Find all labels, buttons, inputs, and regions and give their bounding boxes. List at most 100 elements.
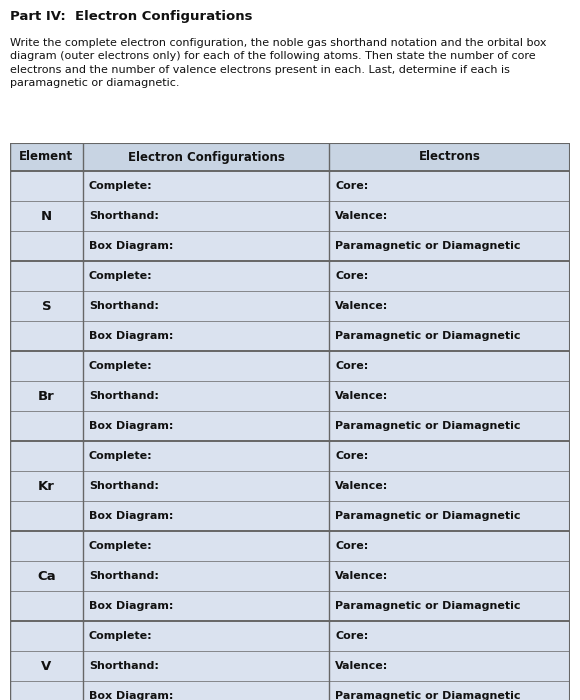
Bar <box>10 291 83 321</box>
Text: Shorthand:: Shorthand: <box>89 391 159 401</box>
Bar <box>10 501 83 531</box>
Bar <box>329 291 570 321</box>
Bar <box>329 651 570 681</box>
Text: Paramagnetic or Diamagnetic: Paramagnetic or Diamagnetic <box>335 331 521 341</box>
Bar <box>329 561 570 591</box>
Bar <box>329 261 570 291</box>
Text: Shorthand:: Shorthand: <box>89 301 159 311</box>
Text: Write the complete electron configuration, the noble gas shorthand notation and : Write the complete electron configuratio… <box>10 38 546 88</box>
Bar <box>83 291 329 321</box>
Bar <box>10 351 570 441</box>
Bar <box>83 531 329 561</box>
Bar <box>10 441 570 531</box>
Text: Valence:: Valence: <box>335 661 389 671</box>
Text: Valence:: Valence: <box>335 481 389 491</box>
Text: Paramagnetic or Diamagnetic: Paramagnetic or Diamagnetic <box>335 511 521 521</box>
Bar <box>83 321 329 351</box>
Text: Complete:: Complete: <box>89 271 153 281</box>
Bar <box>83 651 329 681</box>
Text: Valence:: Valence: <box>335 571 389 581</box>
Bar <box>10 651 83 681</box>
Bar <box>329 321 570 351</box>
Text: Core:: Core: <box>335 631 368 641</box>
Text: Complete:: Complete: <box>89 361 153 371</box>
Text: Complete:: Complete: <box>89 181 153 191</box>
Bar <box>83 201 329 231</box>
Text: Box Diagram:: Box Diagram: <box>89 511 173 521</box>
Bar <box>10 381 83 411</box>
Text: S: S <box>42 300 51 312</box>
Bar <box>83 441 329 471</box>
Bar <box>329 621 570 651</box>
Text: Box Diagram:: Box Diagram: <box>89 601 173 611</box>
Bar <box>10 201 83 231</box>
Bar <box>83 561 329 591</box>
Text: Shorthand:: Shorthand: <box>89 571 159 581</box>
Bar <box>83 621 329 651</box>
Bar <box>10 621 83 651</box>
Text: Valence:: Valence: <box>335 391 389 401</box>
Bar <box>83 681 329 700</box>
Bar <box>83 351 329 381</box>
Text: Valence:: Valence: <box>335 301 389 311</box>
Bar <box>329 681 570 700</box>
Text: Core:: Core: <box>335 541 368 551</box>
Text: Box Diagram:: Box Diagram: <box>89 421 173 431</box>
Text: Core:: Core: <box>335 361 368 371</box>
Text: Ca: Ca <box>37 570 56 582</box>
Bar <box>10 411 83 441</box>
Text: Shorthand:: Shorthand: <box>89 211 159 221</box>
Text: Paramagnetic or Diamagnetic: Paramagnetic or Diamagnetic <box>335 601 521 611</box>
Text: Complete:: Complete: <box>89 451 153 461</box>
Bar <box>10 171 83 201</box>
Text: Electrons: Electrons <box>419 150 481 164</box>
Text: Paramagnetic or Diamagnetic: Paramagnetic or Diamagnetic <box>335 241 521 251</box>
Text: Box Diagram:: Box Diagram: <box>89 331 173 341</box>
Bar <box>329 381 570 411</box>
Bar <box>329 171 570 201</box>
Bar <box>10 591 83 621</box>
Text: N: N <box>41 209 52 223</box>
Bar <box>83 591 329 621</box>
Bar <box>10 681 83 700</box>
Text: Electron Configurations: Electron Configurations <box>128 150 284 164</box>
Text: Shorthand:: Shorthand: <box>89 661 159 671</box>
Bar <box>329 531 570 561</box>
Text: Paramagnetic or Diamagnetic: Paramagnetic or Diamagnetic <box>335 421 521 431</box>
Bar <box>83 411 329 441</box>
Text: Part IV:  Electron Configurations: Part IV: Electron Configurations <box>10 10 252 23</box>
Bar <box>83 231 329 261</box>
Bar <box>83 261 329 291</box>
Bar <box>329 411 570 441</box>
Text: Valence:: Valence: <box>335 211 389 221</box>
Text: Shorthand:: Shorthand: <box>89 481 159 491</box>
Bar <box>10 231 83 261</box>
Text: Box Diagram:: Box Diagram: <box>89 241 173 251</box>
Bar <box>10 441 83 471</box>
Text: V: V <box>41 659 52 673</box>
Bar <box>329 591 570 621</box>
Text: Core:: Core: <box>335 451 368 461</box>
Bar <box>10 261 83 291</box>
Text: Complete:: Complete: <box>89 631 153 641</box>
Bar <box>10 143 570 171</box>
Bar <box>10 321 83 351</box>
Text: Element: Element <box>19 150 74 164</box>
Text: Complete:: Complete: <box>89 541 153 551</box>
Bar <box>329 441 570 471</box>
Bar <box>83 171 329 201</box>
Bar <box>329 471 570 501</box>
Bar <box>83 501 329 531</box>
Bar <box>83 381 329 411</box>
Bar <box>329 501 570 531</box>
Bar <box>10 561 83 591</box>
Text: Core:: Core: <box>335 271 368 281</box>
Bar <box>329 201 570 231</box>
Bar <box>10 171 570 261</box>
Bar <box>329 231 570 261</box>
Text: Box Diagram:: Box Diagram: <box>89 691 173 700</box>
Bar <box>10 351 83 381</box>
Bar <box>10 261 570 351</box>
Bar <box>83 471 329 501</box>
Text: Paramagnetic or Diamagnetic: Paramagnetic or Diamagnetic <box>335 691 521 700</box>
